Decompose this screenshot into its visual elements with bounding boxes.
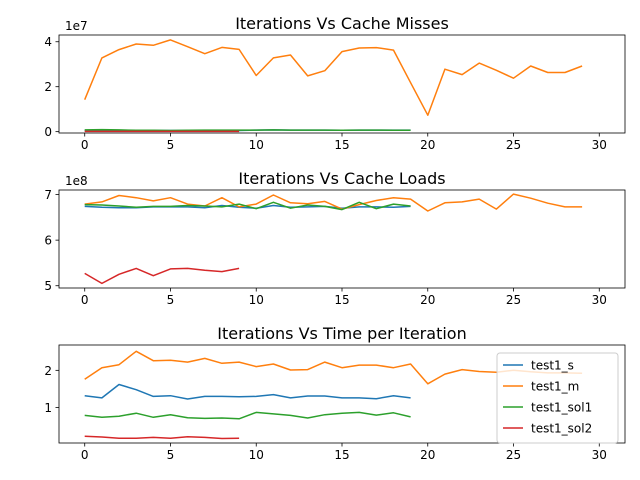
legend-box	[496, 352, 619, 444]
x-tick-label: 5	[167, 448, 175, 462]
x-tick-label: 0	[81, 293, 89, 307]
y-tick-label: 6	[44, 234, 52, 248]
x-tick-label: 20	[420, 293, 435, 307]
legend-label: test1_sol2	[531, 422, 592, 436]
series-line-test1_sol2	[84, 267, 240, 285]
x-tick-label: 5	[167, 138, 175, 152]
chart-3: Iterations Vs Time per Iteration 0 5 10 15 20…	[44, 324, 626, 462]
series-line-test1_sol2	[84, 435, 240, 440]
x-tick-label: 25	[506, 293, 521, 307]
y-tick-label: 0	[44, 125, 52, 139]
x-tick-label: 10	[249, 448, 264, 462]
x-tick-label: 30	[592, 448, 607, 462]
series-line-test1_s	[84, 383, 411, 400]
legend-label: test1_s	[531, 359, 574, 373]
x-tick-label: 30	[592, 138, 607, 152]
y-tick-label: 2	[44, 80, 52, 94]
x-tick-label: 20	[420, 448, 435, 462]
x-tick-label: 0	[81, 448, 89, 462]
axes-frame	[58, 34, 626, 134]
y-tick-label: 2	[44, 364, 52, 378]
x-tick-label: 5	[167, 293, 175, 307]
legend-label: test1_m	[531, 380, 579, 394]
series-line-test1_m	[84, 193, 583, 212]
x-tick-label: 10	[249, 293, 264, 307]
axis-offset-label: 1e7	[65, 19, 88, 33]
axis-offset-label: 1e8	[65, 174, 88, 188]
x-tick-label: 15	[334, 448, 349, 462]
series-line-test1_m	[84, 39, 583, 116]
x-tick-label: 20	[420, 138, 435, 152]
series-line-test1_sol1	[84, 128, 411, 132]
series-line-test1_sol1	[84, 201, 411, 211]
y-tick-label: 7	[44, 188, 52, 202]
chart-1: Iterations Vs Cache Misses 0 5 10 15 20 25 30 0 2…	[44, 14, 626, 152]
x-tick-label: 25	[506, 138, 521, 152]
x-tick-label: 0	[81, 138, 89, 152]
x-tick-label: 10	[249, 138, 264, 152]
y-tick-label: 5	[44, 279, 52, 293]
chart-title: Iterations Vs Cache Loads	[238, 169, 445, 188]
legend-label: test1_sol1	[531, 401, 592, 415]
series-line-test1_sol1	[84, 411, 411, 420]
legend: test1_s test1_m test1_sol1 test1_sol2	[496, 352, 619, 444]
x-tick-label: 15	[334, 293, 349, 307]
x-tick-label: 25	[506, 448, 521, 462]
x-tick-label: 15	[334, 138, 349, 152]
chart-title: Iterations Vs Cache Misses	[235, 14, 449, 33]
y-tick-label: 4	[44, 35, 52, 49]
chart-2: Iterations Vs Cache Loads 0 5 10 15 20 25 30 5 6 7…	[44, 169, 626, 307]
x-tick-label: 30	[592, 293, 607, 307]
chart-title: Iterations Vs Time per Iteration	[217, 324, 466, 343]
axes-frame	[58, 189, 626, 289]
y-tick-label: 1	[44, 401, 52, 415]
